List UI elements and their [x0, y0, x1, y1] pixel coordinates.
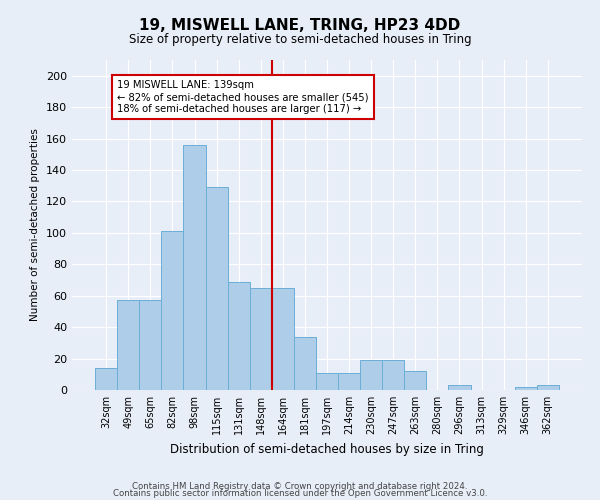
Text: 19, MISWELL LANE, TRING, HP23 4DD: 19, MISWELL LANE, TRING, HP23 4DD [139, 18, 461, 32]
Bar [95, 368, 117, 390]
Text: Contains HM Land Registry data © Crown copyright and database right 2024.: Contains HM Land Registry data © Crown c… [132, 482, 468, 491]
Text: Size of property relative to semi-detached houses in Tring: Size of property relative to semi-detach… [128, 32, 472, 46]
Bar [448, 386, 470, 390]
Bar [206, 188, 227, 390]
Bar [338, 372, 360, 390]
X-axis label: Distribution of semi-detached houses by size in Tring: Distribution of semi-detached houses by … [170, 442, 484, 456]
Bar [139, 300, 161, 390]
Y-axis label: Number of semi-detached properties: Number of semi-detached properties [31, 128, 40, 322]
Bar [537, 386, 559, 390]
Text: 19 MISWELL LANE: 139sqm
← 82% of semi-detached houses are smaller (545)
18% of s: 19 MISWELL LANE: 139sqm ← 82% of semi-de… [117, 80, 369, 114]
Bar [272, 288, 294, 390]
Bar [316, 372, 338, 390]
Bar [250, 288, 272, 390]
Bar [294, 336, 316, 390]
Bar [227, 282, 250, 390]
Text: Contains public sector information licensed under the Open Government Licence v3: Contains public sector information licen… [113, 489, 487, 498]
Bar [404, 371, 427, 390]
Bar [161, 232, 184, 390]
Bar [360, 360, 382, 390]
Bar [515, 387, 537, 390]
Bar [117, 300, 139, 390]
Bar [184, 145, 206, 390]
Bar [382, 360, 404, 390]
